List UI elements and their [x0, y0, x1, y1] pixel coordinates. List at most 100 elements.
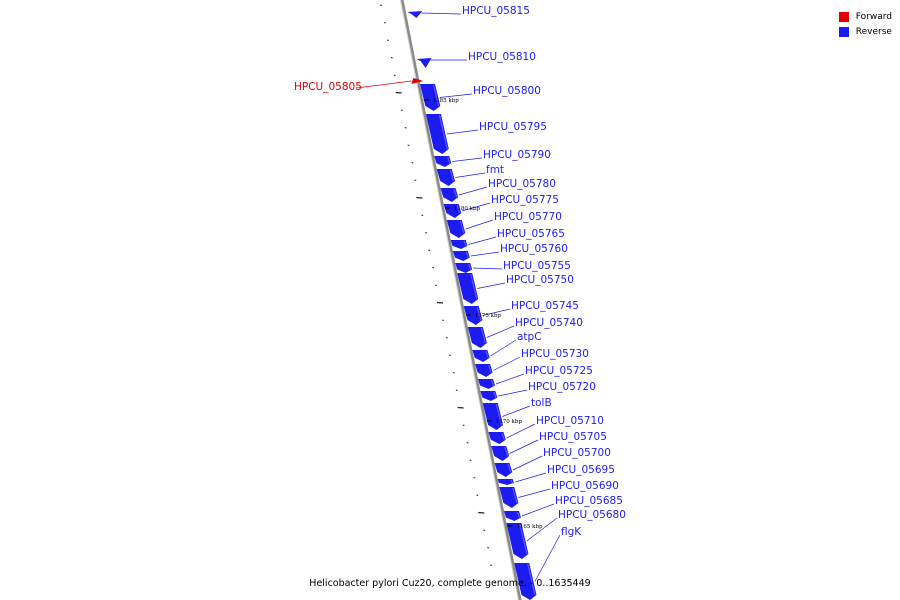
gene-highlight [465, 251, 469, 258]
gene-highlight [504, 446, 509, 457]
gene-label-hpcu-05710: HPCU_05710 [536, 415, 604, 427]
gene-highlight [463, 240, 467, 247]
tick-mark [441, 319, 444, 321]
tick-mark [386, 39, 389, 41]
leader-line [439, 93, 473, 98]
gene-hpcu-05765 [450, 240, 468, 249]
gene-hpcu-05685 [503, 511, 521, 521]
gene-highlight [459, 220, 465, 234]
leader-line [452, 157, 483, 162]
kbp-label: 1165 kbp [516, 524, 543, 530]
genome-backbone [400, 0, 522, 600]
gene-hpcu-05755 [455, 263, 473, 273]
label-leader-lines [355, 12, 561, 582]
gene-hpcu-05805 [411, 78, 424, 84]
leader-line [493, 356, 521, 371]
gene-hpcu-05705 [491, 446, 510, 461]
leader-line [512, 455, 543, 471]
leader-line [465, 219, 494, 230]
gene-label-hpcu-05805: HPCU_05805 [294, 81, 362, 93]
gene-hpcu-05760 [452, 251, 470, 261]
tick-mark [478, 511, 485, 514]
gene-label-hpcu-05795: HPCU_05795 [479, 121, 547, 133]
gene-label-hpcu-05730: HPCU_05730 [521, 348, 589, 360]
kbp-label: 1180 kbp [454, 206, 481, 212]
gene-highlight [495, 403, 503, 426]
gene-highlight [470, 273, 478, 300]
tick-mark [476, 494, 479, 496]
gene-hpcu-05780 [440, 188, 459, 202]
tick-mark [432, 267, 435, 269]
leader-line [470, 251, 500, 257]
tick-mark [483, 529, 486, 531]
gene-label-hpcu-05695: HPCU_05695 [547, 464, 615, 476]
tick-mark [457, 406, 464, 409]
leader-line [498, 389, 528, 397]
gene-atpc [472, 350, 490, 362]
kbp-label: 1175 kbp [475, 313, 502, 319]
gene-label-hpcu-05780: HPCU_05780 [488, 178, 556, 190]
gene-hpcu-05810 [416, 58, 432, 68]
gene-highlight [453, 188, 458, 198]
leader-line [482, 308, 511, 316]
gene-highlight [510, 479, 513, 484]
tick-mark [414, 179, 417, 181]
gene-highlight [519, 523, 528, 555]
tick-marks [380, 4, 497, 584]
gene-highlight [447, 156, 451, 164]
gene-label-hpcu-05815: HPCU_05815 [462, 5, 530, 17]
tick-mark [395, 91, 402, 94]
gene-fmt [436, 169, 456, 186]
leader-line [468, 236, 497, 245]
gene-features [407, 11, 537, 600]
gene-hpcu-05700 [494, 463, 513, 477]
gene-highlight [476, 306, 482, 321]
tick-mark [448, 354, 451, 356]
gene-hpcu-05815 [407, 11, 423, 18]
gene-hpcu-05710 [488, 432, 506, 444]
tick-mark [462, 424, 465, 426]
leader-line [526, 517, 558, 542]
forward-swatch [838, 11, 849, 22]
tick-mark [425, 232, 428, 234]
gene-hpcu-05770 [446, 220, 466, 238]
gene-highlight [449, 169, 455, 182]
kbp-label: 1185 kbp [433, 98, 460, 104]
gene-highlight [501, 432, 505, 440]
legend-reverse: Reverse [838, 24, 892, 39]
tick-mark [404, 127, 407, 129]
leader-line [473, 267, 503, 270]
kbp-scale: 1185 kbp 1180 kbp 1175 kbp 1170 kbp 1165 kbp [423, 98, 543, 530]
gene-hpcu-05790 [434, 156, 452, 167]
gene-label-hpcu-05755: HPCU_05755 [503, 260, 571, 272]
tick-mark [400, 109, 403, 111]
gene-label-atpc: atpC [517, 331, 542, 343]
tick-mark [445, 337, 448, 339]
leader-line [490, 339, 517, 357]
tick-mark [416, 196, 423, 199]
gene-hpcu-05695 [497, 479, 514, 485]
gene-label-hpcu-05725: HPCU_05725 [525, 365, 593, 377]
gene-label-hpcu-05690: HPCU_05690 [551, 480, 619, 492]
leader-line [421, 12, 462, 15]
gene-highlight [493, 391, 497, 398]
gene-highlight [507, 463, 512, 473]
tick-mark [455, 389, 458, 391]
reverse-swatch [838, 26, 849, 37]
gene-label-hpcu-05700: HPCU_05700 [543, 447, 611, 459]
tick-mark [435, 284, 437, 286]
gene-hpcu-05720 [480, 391, 498, 401]
gene-label-fmt: fmt [486, 164, 504, 176]
gene-labels: HPCU_05815 HPCU_05810 HPCU_05805 HPCU_05800… [294, 5, 626, 538]
gene-label-hpcu-05720: HPCU_05720 [528, 381, 596, 393]
tick-mark [487, 547, 490, 549]
strand-legend: Forward Reverse [838, 9, 892, 39]
tick-mark [407, 144, 410, 146]
genome-caption: Helicobacter pylori Cuz20, complete geno… [309, 578, 591, 589]
gene-label-hpcu-05750: HPCU_05750 [506, 274, 574, 286]
legend-forward: Forward [838, 9, 892, 24]
gene-label-hpcu-05790: HPCU_05790 [483, 149, 551, 161]
leader-line [446, 129, 479, 135]
